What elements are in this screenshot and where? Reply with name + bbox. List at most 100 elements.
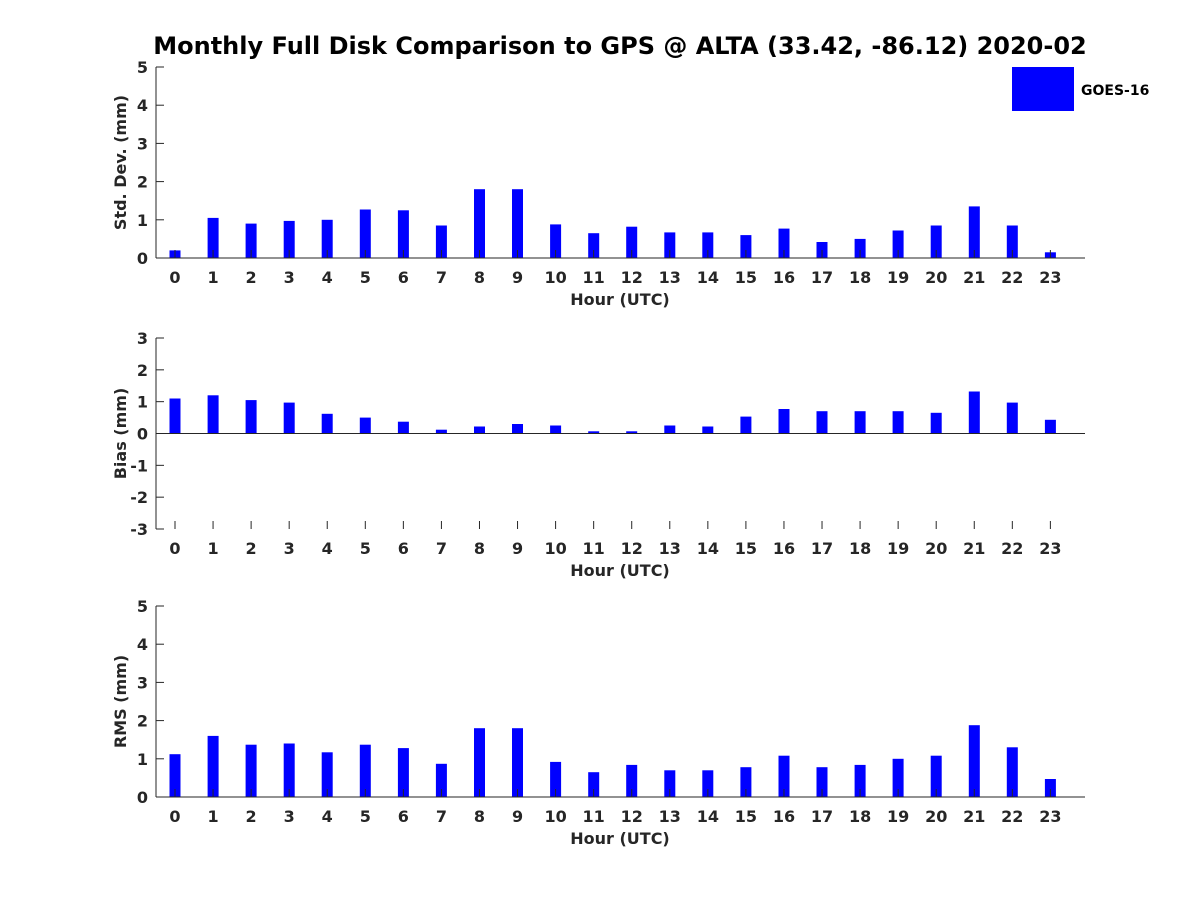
panel-2-bar-hour-18 — [854, 411, 866, 434]
panel-1-bar-hour-10 — [550, 224, 562, 258]
panel-3-y-tick-label: 1 — [137, 750, 148, 769]
panel-2-x-tick-label: 21 — [963, 539, 985, 558]
panel-3-x-tick-label: 17 — [811, 807, 833, 826]
panel-1-bar-hour-2 — [245, 223, 257, 258]
panel-2-x-tick-label: 7 — [436, 539, 447, 558]
panel-1-bar-hour-12 — [626, 226, 638, 258]
panel-1-y-tick-label: 4 — [137, 96, 148, 115]
panel-2-bar-hour-22 — [1006, 402, 1018, 434]
panel-1-x-tick-label: 12 — [621, 268, 643, 287]
panel-3-y-tick-label: 5 — [137, 597, 148, 616]
panel-3-bar-hour-13 — [664, 770, 676, 797]
panel-2-bar-hour-3 — [283, 402, 295, 434]
panel-3-bar-hour-9 — [512, 728, 523, 797]
panel-1-bar-hour-16 — [778, 228, 790, 258]
legend-label-goes-16: GOES-16 — [1081, 83, 1149, 99]
panel-3-bar-hour-1 — [207, 735, 219, 797]
panel-2-bar-hour-14 — [702, 426, 714, 434]
panel-2-x-tick-label: 23 — [1039, 539, 1061, 558]
panel-3-x-tick-label: 9 — [512, 807, 523, 826]
panel-1-bar-hour-5 — [359, 209, 371, 258]
panel-1-bar-hour-15 — [740, 235, 752, 258]
panel-2-y-tick-label: 3 — [137, 329, 148, 348]
panel-3-y-tick-label: 2 — [137, 712, 148, 731]
panel-2-x-tick-label: 22 — [1001, 539, 1023, 558]
panel-3-bar-hour-5 — [359, 744, 371, 797]
panel-2-bar-hour-9 — [512, 424, 523, 434]
panel-1-bar-hour-7 — [435, 225, 447, 258]
panel-1-x-tick-label: 20 — [925, 268, 947, 287]
panel-1-x-tick-label: 19 — [887, 268, 909, 287]
panel-1-y-tick-label: 2 — [137, 173, 148, 192]
panel-1-x-tick-label: 16 — [773, 268, 795, 287]
panel-3-x-tick-label: 22 — [1001, 807, 1023, 826]
panel-1-y-tick-label: 0 — [137, 249, 148, 268]
panel-2-x-tick-label: 4 — [322, 539, 333, 558]
panel-3-bar-hour-3 — [283, 743, 295, 797]
panel-3-x-tick-label: 21 — [963, 807, 985, 826]
panel-3-y-tick-label: 3 — [137, 673, 148, 692]
panel-3-bar-hour-4 — [321, 752, 333, 797]
panel-1-x-tick-label: 10 — [544, 268, 566, 287]
panel-3-x-tick-label: 12 — [621, 807, 643, 826]
panel-1-y-tick-label: 5 — [137, 58, 148, 77]
panel-1-x-tick-label: 2 — [246, 268, 257, 287]
panel-1-x-tick-label: 9 — [512, 268, 523, 287]
panel-3-x-tick-label: 8 — [474, 807, 485, 826]
panel-2-x-tick-label: 10 — [544, 539, 566, 558]
panel-1-x-tick-label: 18 — [849, 268, 871, 287]
panel-3-x-tick-label: 3 — [284, 807, 295, 826]
panel-2-x-tick-label: 8 — [474, 539, 485, 558]
panel-3-bar-hour-15 — [740, 767, 752, 797]
panel-3-bar-hour-2 — [245, 744, 257, 797]
panel-3-x-tick-label: 5 — [360, 807, 371, 826]
panel-3-bar-hour-11 — [588, 772, 600, 797]
panel-3-bar-hour-12 — [626, 764, 638, 797]
panel-3-y-tick-label: 0 — [137, 788, 148, 807]
panel-3-x-tick-label: 2 — [246, 807, 257, 826]
panel-3-bar-hour-10 — [550, 761, 562, 797]
panel-2-x-tick-label: 17 — [811, 539, 833, 558]
panel-1-y-tick-label: 3 — [137, 134, 148, 153]
panel-2-bar-hour-1 — [207, 395, 219, 434]
panel-2-x-tick-label: 18 — [849, 539, 871, 558]
panel-2-x-tick-label: 5 — [360, 539, 371, 558]
panel-1-bar-hour-18 — [854, 238, 866, 258]
panel-3-bar-hour-17 — [816, 767, 828, 797]
panel-2-x-tick-label: 1 — [207, 539, 218, 558]
panel-3-x-tick-label: 20 — [925, 807, 947, 826]
panel-2-x-tick-label: 3 — [284, 539, 295, 558]
panel-2-bar-hour-21 — [968, 391, 980, 434]
panel-1-bar-hour-11 — [588, 233, 600, 258]
panel-2-bar-hour-15 — [740, 416, 752, 434]
panel-1-bar-hour-1 — [207, 217, 219, 258]
panel-2-x-tick-label: 6 — [398, 539, 409, 558]
panel-1-x-tick-label: 21 — [963, 268, 985, 287]
panel-2-x-tick-label: 16 — [773, 539, 795, 558]
panel-3-bar-hour-0 — [169, 754, 181, 797]
panel-1-bar-hour-6 — [397, 210, 409, 259]
panel-2-bar-hour-7 — [435, 429, 447, 434]
panel-3-x-axis-label: Hour (UTC) — [570, 829, 670, 848]
panel-2-bar-hour-2 — [245, 400, 257, 434]
panel-3-x-tick-label: 13 — [659, 807, 681, 826]
panel-3-bar-hour-8 — [474, 728, 485, 797]
panel-1-bar-hour-13 — [664, 232, 676, 258]
panel-3-y-tick-label: 4 — [137, 635, 148, 654]
panel-3-y-axis-label: RMS (mm) — [111, 655, 130, 748]
panel-1-x-tick-label: 5 — [360, 268, 371, 287]
panel-3-x-tick-label: 15 — [735, 807, 757, 826]
panel-2-x-tick-label: 15 — [735, 539, 757, 558]
panel-3-x-tick-label: 6 — [398, 807, 409, 826]
panel-1-x-tick-label: 8 — [474, 268, 485, 287]
panel-1-bar-hour-8 — [474, 189, 485, 258]
panel-3-bar-hour-6 — [397, 748, 409, 797]
panel-1-y-axis-label: Std. Dev. (mm) — [111, 95, 130, 230]
panel-2-x-tick-label: 12 — [621, 539, 643, 558]
panel-1-x-tick-label: 13 — [659, 268, 681, 287]
panel-2-bar-hour-0 — [169, 398, 181, 434]
panel-1-y-tick-label: 1 — [137, 211, 148, 230]
panel-2-y-tick-label: 0 — [137, 425, 148, 444]
